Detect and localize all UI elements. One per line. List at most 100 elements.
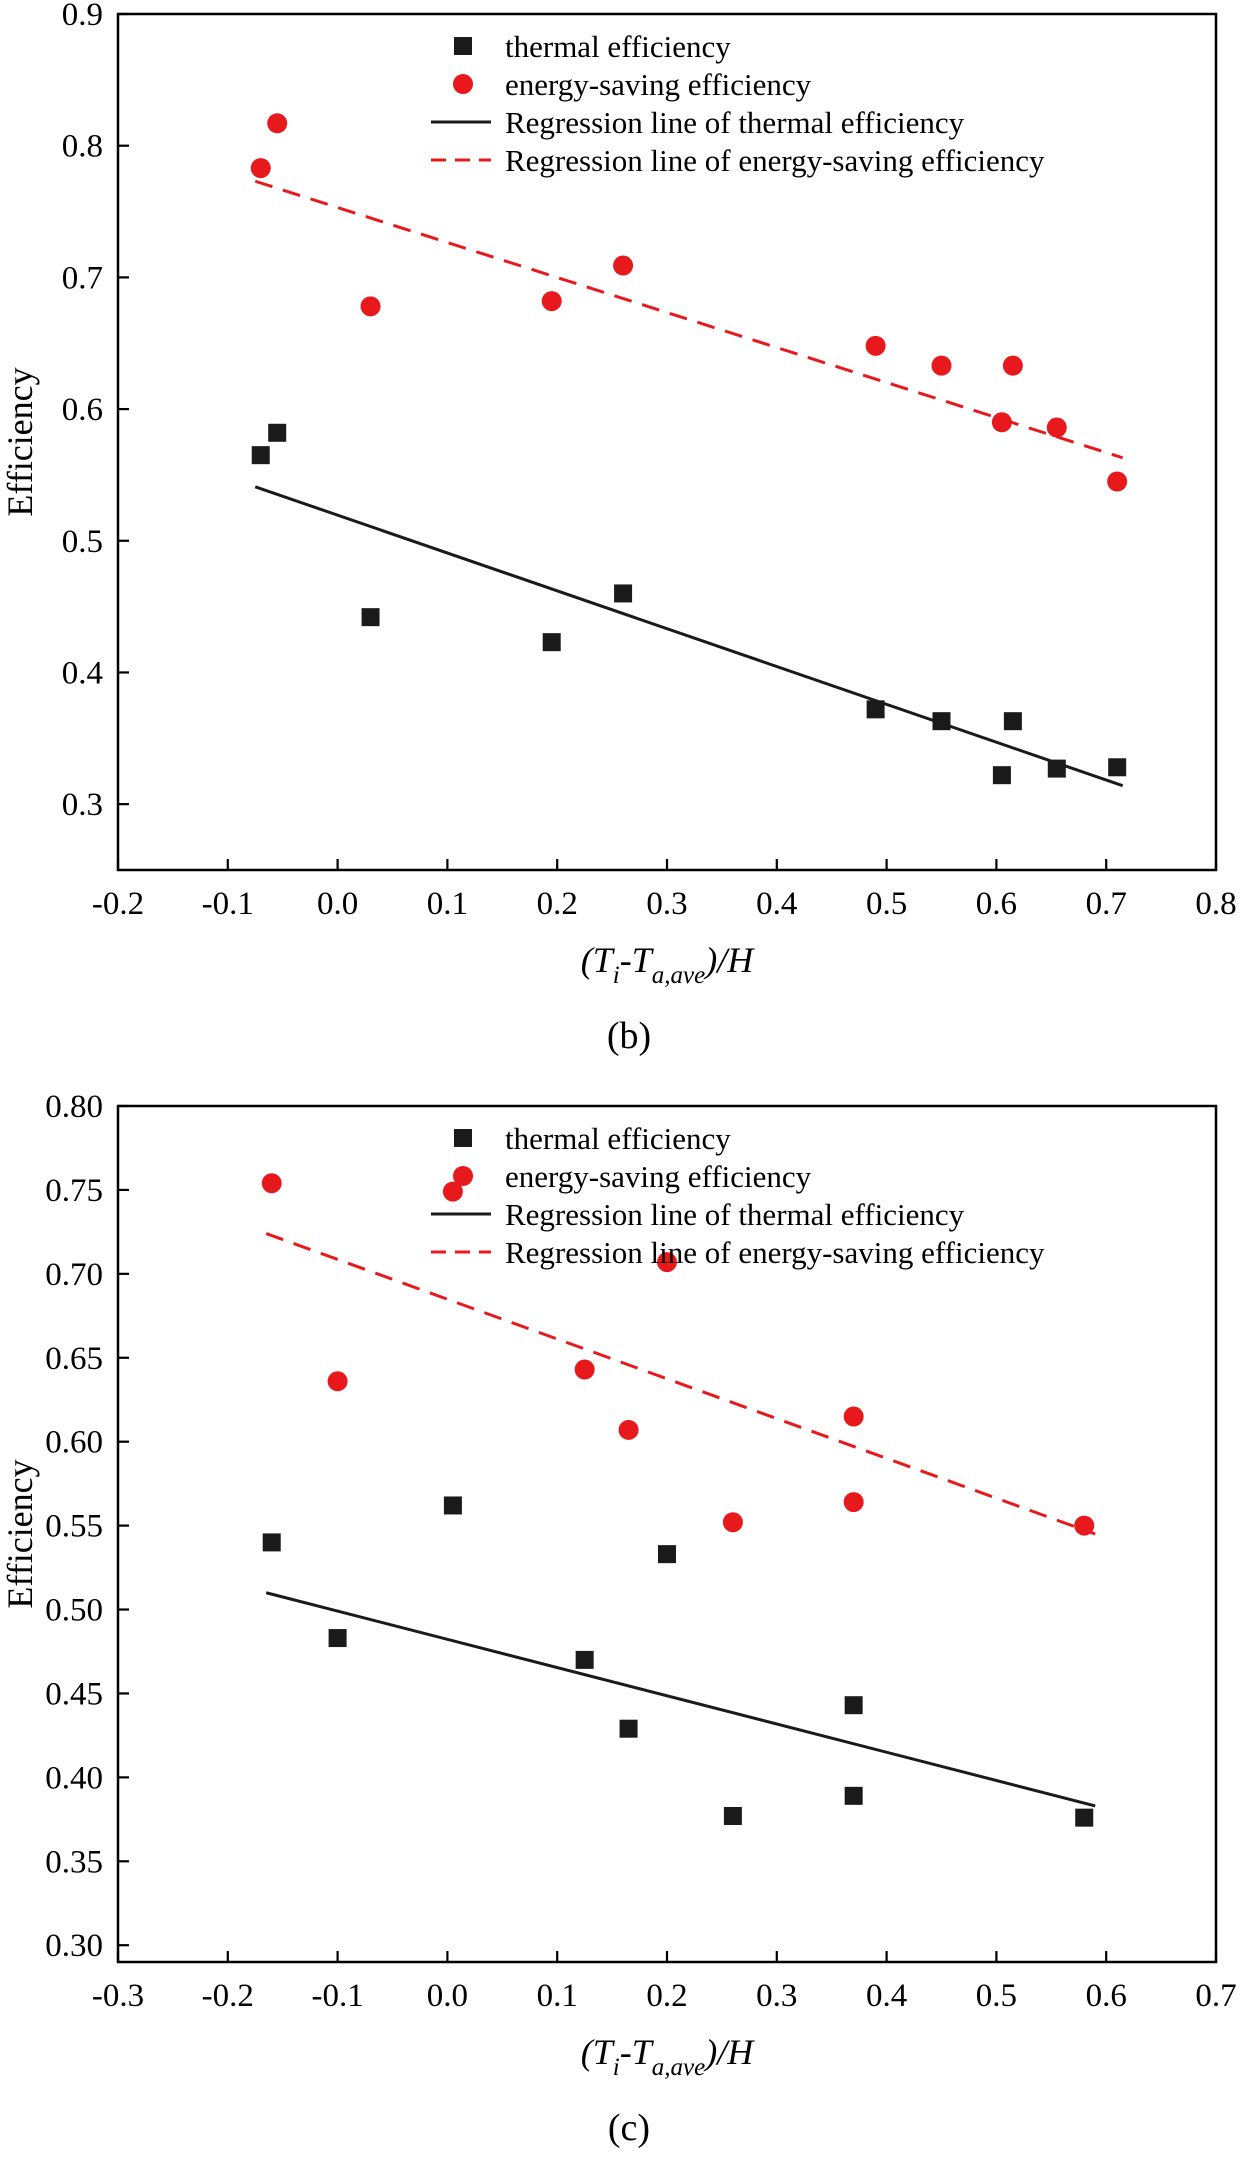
data-point-square [614, 584, 633, 603]
x-tick-label: 0.1 [427, 886, 468, 922]
x-tick-label: 0.2 [646, 1978, 687, 2014]
data-point-square [619, 1719, 638, 1738]
data-point-circle [327, 1371, 348, 1392]
y-tick-label: 0.6 [62, 392, 103, 428]
x-tick-label: 0.7 [1195, 1978, 1236, 2014]
x-tick-label: -0.1 [311, 1978, 363, 2014]
data-point-circle [991, 412, 1012, 433]
data-point-circle [1074, 1515, 1095, 1536]
y-tick-label: 0.3 [62, 787, 103, 823]
x-tick-label: 0.3 [646, 886, 687, 922]
data-point-circle [267, 113, 288, 134]
data-point-circle [931, 355, 952, 376]
x-tick-label: 0.2 [537, 886, 578, 922]
data-point-circle [541, 291, 562, 312]
y-axis-label: Efficiency [0, 1459, 40, 1608]
regression-line-dashed [254, 179, 1124, 460]
data-point-square [251, 446, 270, 465]
x-tick-label: 0.7 [1086, 886, 1127, 922]
data-point-circle [574, 1359, 595, 1380]
series-circle-markers [261, 1173, 1095, 1536]
y-tick-label: 0.45 [45, 1676, 103, 1712]
data-point-square [844, 1696, 863, 1715]
axis-ticks [116, 12, 1218, 870]
data-point-square [866, 700, 885, 719]
x-tick-label: -0.2 [92, 886, 144, 922]
chart-c-scatter-plot: -0.3 -0.2 -0.1 0.0 0.1 0.2 0.3 0.4 0.5 0.6 0.7 0.30… [0, 1092, 1237, 2081]
data-point-square [361, 608, 380, 627]
y-tick-label: 0.65 [45, 1341, 103, 1377]
data-point-circle [442, 1181, 463, 1202]
data-point-circle [1002, 355, 1023, 376]
data-point-square [262, 1533, 281, 1552]
regression-line-solid [265, 1591, 1096, 1808]
x-tick-label: 0.3 [756, 1978, 797, 2014]
data-point-circle [261, 1173, 282, 1194]
x-tick-label: 0.4 [866, 1978, 907, 2014]
data-point-square [658, 1545, 676, 1564]
y-tick-label: 0.35 [45, 1844, 103, 1880]
figure-caption-b: (b) [606, 1015, 652, 1057]
legend-label: thermal efficiency [505, 29, 731, 64]
data-point-square [328, 1629, 347, 1648]
data-point-square [268, 423, 287, 442]
data-point-circle [613, 255, 634, 276]
data-point-square [443, 1496, 462, 1515]
y-tick-label: 0.9 [62, 0, 103, 33]
x-tick-label: 0.6 [1086, 1978, 1127, 2014]
data-point-circle [843, 1406, 864, 1427]
regression-line-dashed [265, 1232, 1096, 1536]
y-tick-label: 0.7 [62, 260, 103, 296]
data-point-square [542, 633, 561, 652]
series-square-markers [251, 423, 1127, 785]
data-point-square [1075, 1808, 1094, 1827]
x-axis-label: (Ti-Ta,ave)/H [581, 2032, 755, 2081]
y-tick-label: 0.40 [45, 1760, 103, 1796]
data-point-circle [618, 1419, 639, 1440]
legend-circle-marker [453, 1166, 473, 1186]
data-point-circle [865, 335, 886, 356]
data-point-circle [360, 296, 381, 317]
y-tick-label: 0.8 [62, 129, 103, 165]
legend-label: Regression line of thermal efficiency [505, 105, 965, 140]
data-point-circle [657, 1252, 677, 1273]
x-tick-label: 0.5 [866, 886, 907, 922]
legend-label: energy-saving efficiency [505, 67, 812, 102]
legend-label: Regression line of energy-saving efficie… [505, 143, 1045, 178]
x-tick-label: 0.0 [317, 886, 358, 922]
legend-square-marker [454, 1129, 472, 1147]
legend-label: Regression line of energy-saving efficie… [505, 1235, 1045, 1270]
x-tick-label: 0.4 [756, 886, 797, 922]
data-point-square [1047, 759, 1066, 778]
x-tick-label: 0.0 [427, 1978, 468, 2014]
series-square-markers [262, 1496, 1094, 1827]
data-point-circle [1046, 417, 1067, 438]
y-tick-label: 0.70 [45, 1257, 103, 1293]
data-point-circle [722, 1512, 743, 1533]
data-point-circle [843, 1492, 864, 1513]
y-axis-label: Efficiency [0, 367, 40, 516]
y-tick-label: 0.4 [62, 655, 103, 691]
data-point-square [932, 712, 951, 731]
data-point-square [1108, 758, 1127, 777]
data-point-square [1003, 712, 1022, 731]
legend-square-marker [454, 37, 472, 55]
y-tick-label: 0.5 [62, 524, 103, 560]
data-point-square [992, 766, 1011, 785]
axis-ticks [116, 1104, 1218, 1962]
x-tick-label: -0.2 [202, 1978, 254, 2014]
x-tick-label: 0.5 [976, 1978, 1017, 2014]
y-tick-label: 0.80 [45, 1092, 103, 1125]
y-tick-label: 0.60 [45, 1425, 103, 1461]
y-tick-label: 0.30 [45, 1928, 103, 1964]
legend-circle-marker [453, 74, 473, 94]
x-axis-label: (Ti-Ta,ave)/H [581, 940, 755, 989]
legend-label: thermal efficiency [505, 1121, 731, 1156]
x-tick-label: 0.8 [1195, 886, 1236, 922]
x-tick-label: -0.1 [202, 886, 254, 922]
legend-label: energy-saving efficiency [505, 1159, 812, 1194]
data-point-circle [1107, 471, 1128, 492]
data-point-square [844, 1786, 863, 1805]
figure-caption-c: (c) [607, 2107, 651, 2149]
